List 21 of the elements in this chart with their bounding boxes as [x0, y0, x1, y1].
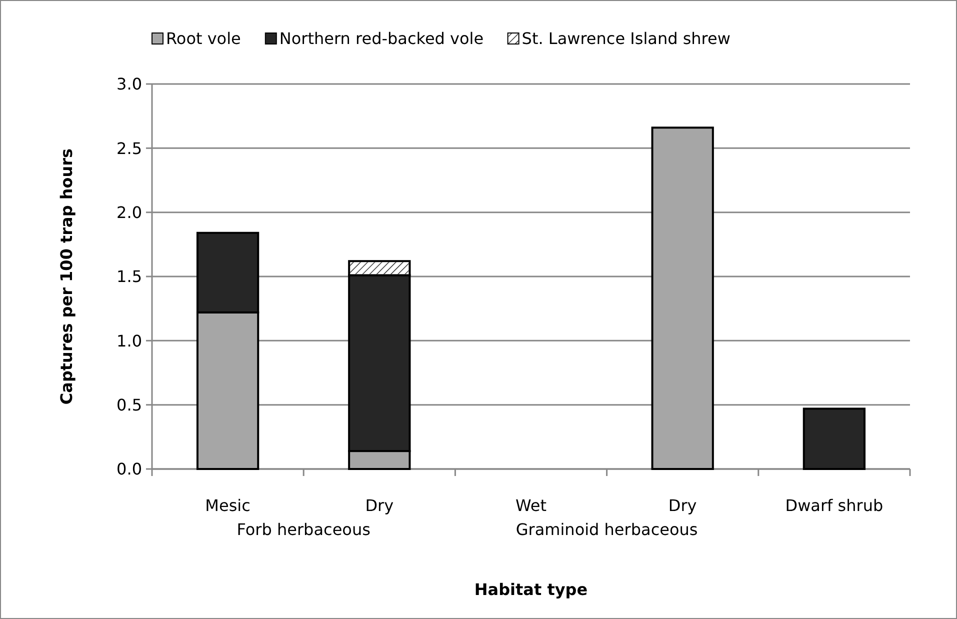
- x-tick-label: Dry: [668, 496, 697, 515]
- y-tick-label: 3.0: [116, 74, 142, 94]
- bar: [802, 408, 866, 470]
- y-axis-title: Captures per 100 trap hours: [57, 148, 76, 405]
- y-tick-label: 2.0: [116, 202, 142, 222]
- y-tick-label: 0.5: [116, 395, 142, 414]
- y-tick-label: 1.5: [116, 267, 142, 286]
- y-tick-label: 2.5: [116, 138, 142, 158]
- x-tick-label: Dwarf shrub: [785, 496, 884, 515]
- legend-label: Northern red-backed vole: [279, 29, 484, 48]
- x-tick-label: Wet: [516, 496, 546, 515]
- x-tick-label: Dry: [365, 496, 394, 515]
- legend-label: St. Lawrence Island shrew: [522, 29, 730, 48]
- x-tick-label: Mesic: [205, 496, 250, 515]
- y-tick-label: 0.0: [116, 460, 142, 479]
- bar: [651, 126, 714, 470]
- x-axis-title: Habitat type: [474, 580, 588, 599]
- y-tick-label: 1.0: [116, 331, 142, 350]
- text: Forb herbaceous: [236, 520, 370, 539]
- legend-label: Root vole: [166, 29, 241, 48]
- text: Graminoid herbaceous: [516, 520, 698, 539]
